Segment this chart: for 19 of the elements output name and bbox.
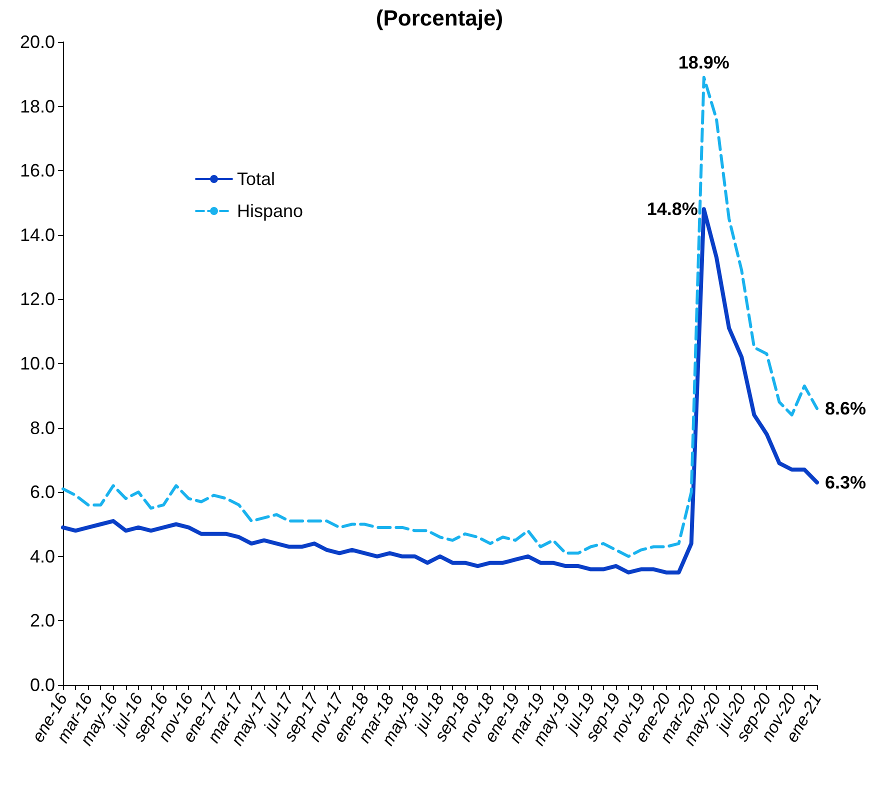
y-tick-label: 2.0 <box>30 610 55 631</box>
y-tick-label: 10.0 <box>20 354 55 374</box>
data-label: 6.3% <box>825 472 866 492</box>
y-tick-label: 8.0 <box>30 418 55 438</box>
y-tick-label: 20.0 <box>20 32 55 52</box>
data-label: 18.9% <box>678 52 730 72</box>
y-tick-label: 0.0 <box>30 675 55 695</box>
chart-title: (Porcentaje) <box>376 6 504 30</box>
y-tick-label: 6.0 <box>30 482 55 502</box>
line-series <box>62 76 818 558</box>
y-tick-label: 12.0 <box>20 289 55 310</box>
y-tick-label: 14.0 <box>20 224 55 245</box>
y-tick-label: 4.0 <box>30 546 55 566</box>
y-tick-label: 18.0 <box>20 96 55 116</box>
legend-label: Hispano <box>237 201 304 221</box>
legend-label: Total <box>237 169 276 189</box>
data-label: 8.6% <box>825 398 866 419</box>
y-tick-label: 16.0 <box>20 160 55 181</box>
data-label: 14.8% <box>646 199 698 220</box>
